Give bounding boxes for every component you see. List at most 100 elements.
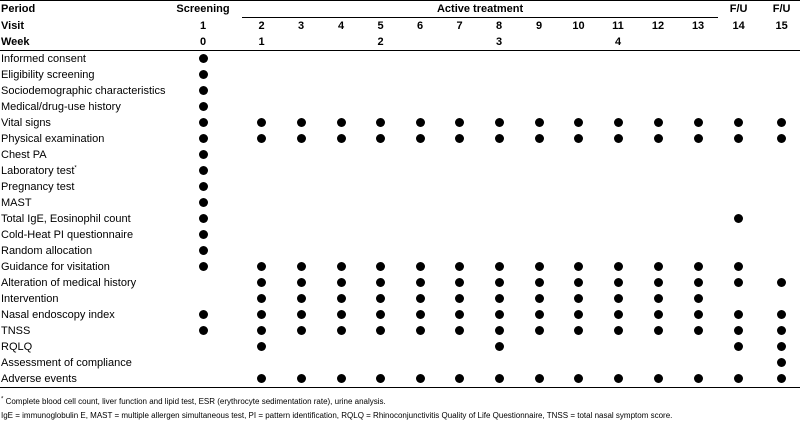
visit-cell bbox=[678, 115, 718, 131]
visit-cell bbox=[759, 131, 800, 147]
scheduled-dot-icon bbox=[574, 133, 583, 143]
visit-cell bbox=[400, 227, 440, 243]
active-treatment-header: Active treatment bbox=[242, 0, 719, 18]
visit-cell bbox=[440, 131, 479, 147]
schedule-row: Total IgE, Eosinophil count bbox=[0, 211, 800, 227]
visit-cell bbox=[598, 371, 638, 388]
scheduled-dot-icon bbox=[415, 261, 425, 271]
visit-cell bbox=[164, 371, 242, 388]
row-label-text: Assessment of compliance bbox=[1, 357, 132, 369]
visit-cell bbox=[164, 131, 242, 147]
visit-cell bbox=[598, 67, 638, 83]
scheduled-dot-icon bbox=[534, 117, 544, 127]
visit-cell bbox=[361, 99, 400, 115]
visit-cell bbox=[242, 51, 281, 68]
visit-cell bbox=[164, 83, 242, 99]
visit-cell bbox=[361, 323, 400, 339]
visit-cell bbox=[678, 339, 718, 355]
visit-cell bbox=[479, 115, 519, 131]
visit-cell bbox=[638, 195, 678, 211]
scheduled-dot-icon bbox=[336, 293, 346, 303]
scheduled-dot-icon bbox=[734, 261, 744, 271]
visit-cell bbox=[559, 99, 598, 115]
visit-cell bbox=[718, 323, 759, 339]
visit-cell bbox=[519, 211, 559, 227]
visit-cell bbox=[164, 195, 242, 211]
visit-cell bbox=[321, 275, 361, 291]
scheduled-dot-icon bbox=[494, 277, 504, 287]
schedule-row: Informed consent bbox=[0, 51, 800, 68]
schedule-row: Adverse events bbox=[0, 371, 800, 388]
visit-cell bbox=[638, 371, 678, 388]
row-label: Vital signs bbox=[0, 115, 164, 131]
visit-cell bbox=[361, 195, 400, 211]
visit-cell bbox=[638, 259, 678, 275]
scheduled-dot-icon bbox=[455, 117, 464, 127]
visit-cell bbox=[678, 275, 718, 291]
visit-cell bbox=[598, 227, 638, 243]
scheduled-dot-icon bbox=[296, 325, 306, 335]
visit-cell bbox=[479, 371, 519, 388]
visit-cell bbox=[519, 131, 559, 147]
row-label-text: Laboratory test bbox=[1, 165, 75, 177]
visit-cell bbox=[519, 51, 559, 68]
visit-cell bbox=[400, 131, 440, 147]
scheduled-dot-icon bbox=[534, 373, 544, 383]
visit-cell bbox=[361, 339, 400, 355]
visit-cell bbox=[164, 115, 242, 131]
visit-cell bbox=[164, 355, 242, 371]
scheduled-dot-icon bbox=[257, 261, 266, 271]
scheduled-dot-icon bbox=[574, 293, 583, 303]
visit-cell bbox=[598, 211, 638, 227]
visit-cell bbox=[361, 83, 400, 99]
scheduled-dot-icon bbox=[296, 373, 306, 383]
visit-cell bbox=[281, 323, 321, 339]
scheduled-dot-icon bbox=[336, 117, 346, 127]
visit-cell bbox=[638, 131, 678, 147]
visit-cell bbox=[479, 163, 519, 179]
visit-cell bbox=[164, 291, 242, 307]
scheduled-dot-icon bbox=[198, 261, 208, 271]
visit-cell bbox=[598, 51, 638, 68]
visit-cell bbox=[598, 275, 638, 291]
scheduled-dot-icon bbox=[198, 133, 208, 143]
scheduled-dot-icon bbox=[693, 261, 703, 271]
scheduled-dot-icon bbox=[574, 261, 583, 271]
visit-cell bbox=[361, 131, 400, 147]
visit-cell bbox=[440, 339, 479, 355]
scheduled-dot-icon bbox=[257, 293, 266, 303]
visit-cell bbox=[678, 179, 718, 195]
scheduled-dot-icon bbox=[296, 293, 306, 303]
visit-cell bbox=[400, 291, 440, 307]
visit-cell bbox=[678, 243, 718, 259]
visit-cell bbox=[164, 163, 242, 179]
row-label-text: MAST bbox=[1, 197, 32, 209]
row-label-text: Random allocation bbox=[1, 245, 93, 257]
visit-cell bbox=[718, 259, 759, 275]
visit-cell bbox=[281, 131, 321, 147]
visit-cell bbox=[759, 371, 800, 388]
visit-cell bbox=[321, 115, 361, 131]
visit-cell bbox=[638, 163, 678, 179]
scheduled-dot-icon bbox=[415, 373, 425, 383]
visit-cell bbox=[598, 323, 638, 339]
visit-cell bbox=[361, 371, 400, 388]
scheduled-dot-icon bbox=[777, 373, 787, 383]
week-number-1: 0 bbox=[164, 34, 242, 51]
visit-cell bbox=[440, 227, 479, 243]
visit-cell bbox=[718, 307, 759, 323]
visit-cell bbox=[559, 195, 598, 211]
row-label-text: Total IgE, Eosinophil count bbox=[1, 213, 131, 225]
row-label: Total IgE, Eosinophil count bbox=[0, 211, 164, 227]
visit-cell bbox=[164, 259, 242, 275]
visit-cell bbox=[678, 195, 718, 211]
visit-cell bbox=[519, 355, 559, 371]
visit-label: Visit bbox=[1, 19, 25, 32]
visit-cell bbox=[281, 163, 321, 179]
scheduled-dot-icon bbox=[494, 325, 504, 335]
scheduled-dot-icon bbox=[494, 341, 504, 351]
row-label: TNSS bbox=[0, 323, 164, 339]
scheduled-dot-icon bbox=[693, 325, 703, 335]
scheduled-dot-icon bbox=[693, 277, 703, 287]
scheduled-dot-icon bbox=[693, 133, 703, 143]
